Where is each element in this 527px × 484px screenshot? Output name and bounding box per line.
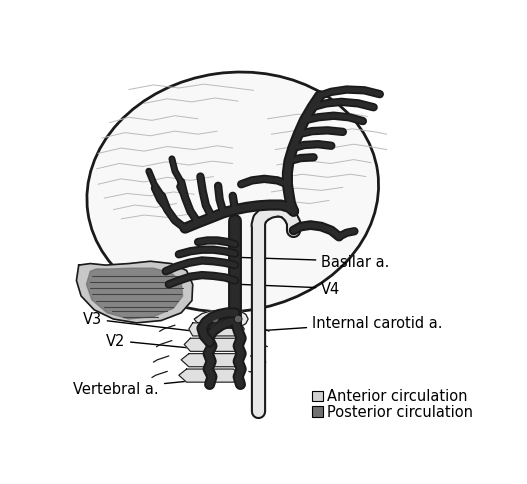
- Bar: [312, 391, 323, 402]
- Text: Posterior circulation: Posterior circulation: [327, 404, 473, 419]
- Polygon shape: [76, 262, 193, 323]
- Polygon shape: [179, 369, 240, 382]
- Text: V3: V3: [83, 312, 206, 333]
- Ellipse shape: [87, 73, 378, 312]
- Circle shape: [235, 316, 242, 323]
- Text: Anterior circulation: Anterior circulation: [327, 389, 468, 404]
- Text: Basilar a.: Basilar a.: [242, 254, 389, 269]
- Polygon shape: [189, 323, 245, 336]
- Text: Internal carotid a.: Internal carotid a.: [266, 316, 443, 331]
- Polygon shape: [86, 269, 183, 319]
- Polygon shape: [184, 338, 243, 351]
- Text: V4: V4: [242, 281, 340, 296]
- Polygon shape: [181, 354, 241, 367]
- Polygon shape: [194, 310, 248, 329]
- Circle shape: [211, 316, 219, 323]
- Text: V2: V2: [106, 333, 206, 350]
- Bar: [312, 406, 323, 417]
- Text: Vertebral a.: Vertebral a.: [73, 379, 207, 396]
